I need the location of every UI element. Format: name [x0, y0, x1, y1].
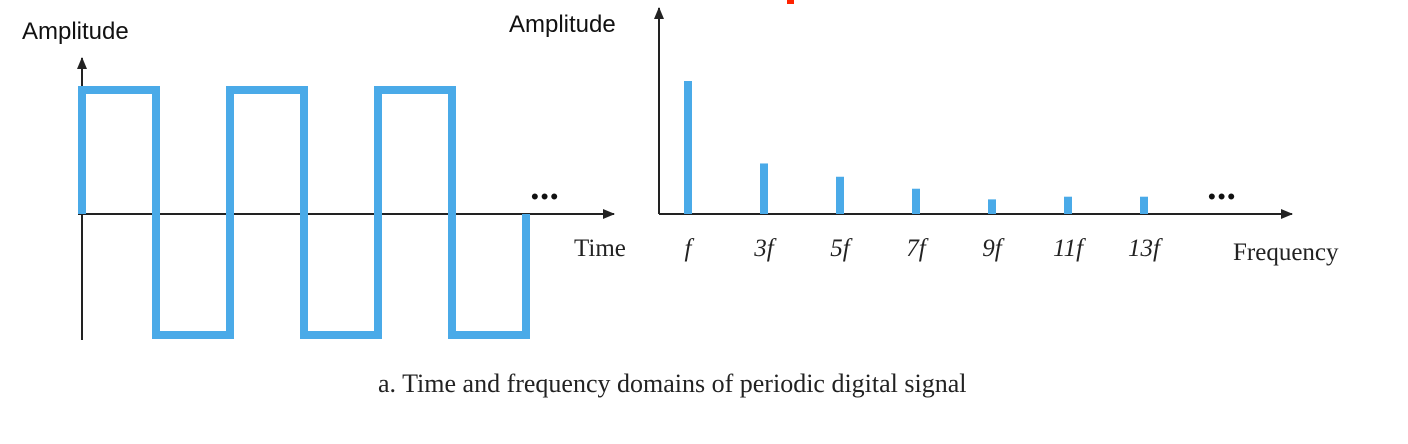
frequency-domain-panel: Amplitude f 3f 5f 7f 9f 11f 13f ••• Frequency [509, 7, 1339, 266]
harmonic-label: 11f [1053, 235, 1086, 262]
freq-y-axis-label: Amplitude [509, 11, 616, 38]
harmonic-bar [1064, 196, 1072, 214]
harmonic-label: 7f [906, 235, 929, 262]
harmonic-label: 5f [830, 235, 853, 262]
time-domain-panel: Amplitude ••• Time [22, 18, 626, 340]
harmonic-label: f [685, 235, 695, 262]
harmonic-label: 13f [1128, 235, 1163, 262]
harmonic-label: 3f [753, 235, 777, 262]
time-ellipsis: ••• [531, 184, 560, 209]
harmonic-bar [988, 199, 996, 214]
red-mark [787, 0, 794, 4]
square-wave [78, 86, 530, 339]
harmonic-bar [684, 81, 692, 214]
harmonic-bar [912, 188, 920, 214]
harmonic-bar [1140, 196, 1148, 214]
figure-caption: a. Time and frequency domains of periodi… [378, 369, 967, 398]
time-x-axis-label: Time [574, 235, 626, 262]
freq-x-axis-label: Frequency [1233, 239, 1339, 266]
harmonic-label: 9f [982, 235, 1005, 262]
time-y-axis-label: Amplitude [22, 18, 129, 45]
harmonic-bar [836, 176, 844, 214]
harmonic-bar [760, 163, 768, 214]
freq-ellipsis: ••• [1208, 184, 1237, 209]
